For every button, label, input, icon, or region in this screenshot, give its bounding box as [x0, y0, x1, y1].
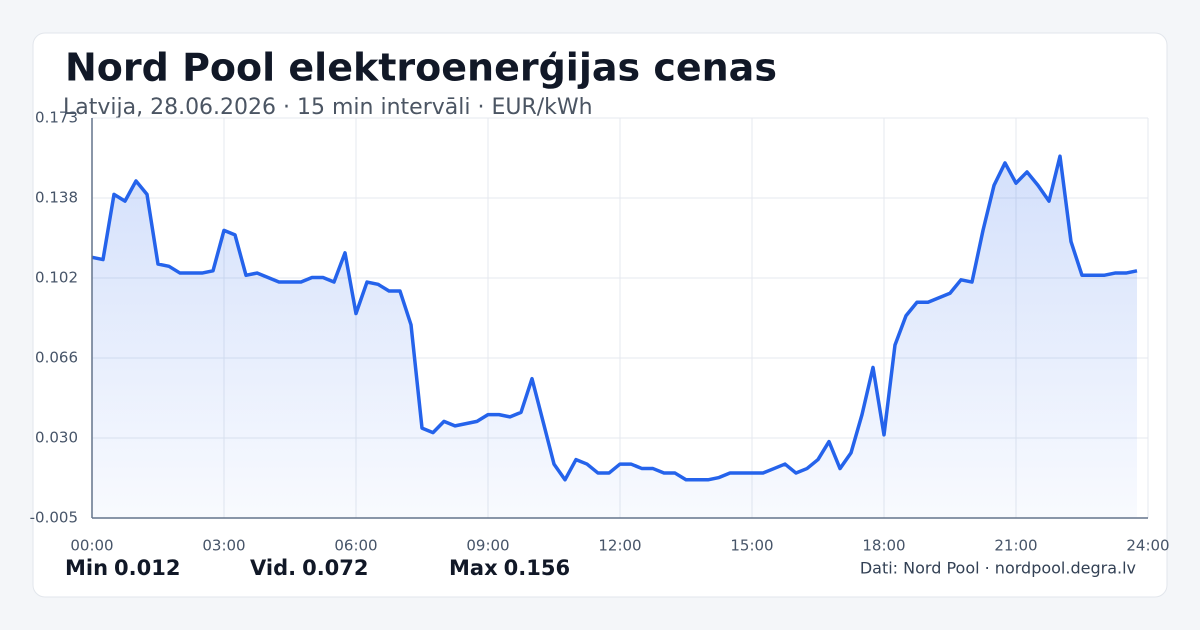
x-tick-label: 00:00	[70, 537, 113, 555]
y-tick-label: 0.066	[35, 349, 78, 367]
y-tick-label: -0.005	[30, 509, 78, 527]
y-tick-label: 0.138	[35, 189, 78, 207]
stat-label: Min	[65, 556, 108, 580]
area-fill	[92, 156, 1137, 518]
stat-value: 0.072	[302, 556, 368, 580]
x-tick-label: 12:00	[598, 537, 641, 555]
stat-value: 0.012	[114, 556, 180, 580]
stat: Max 0.156	[449, 556, 570, 580]
chart-subtitle: Latvija, 28.06.2026 · 15 min intervāli ·…	[63, 95, 593, 120]
stat: Vid. 0.072	[250, 556, 369, 580]
x-tick-label: 21:00	[994, 537, 1037, 555]
price-line	[91, 154, 1138, 482]
stat-label: Vid.	[250, 556, 296, 580]
stat: Min 0.012	[65, 556, 180, 580]
x-tick-label: 24:00	[1126, 537, 1169, 555]
x-tick-label: 03:00	[202, 537, 245, 555]
x-tick-label: 15:00	[730, 537, 773, 555]
y-tick-label: 0.030	[35, 429, 78, 447]
stat-value: 0.156	[504, 556, 570, 580]
source: Dati: Nord Pool · nordpool.degra.lv	[860, 559, 1136, 578]
stat-label: Max	[449, 556, 498, 580]
y-tick-label: 0.173	[35, 109, 78, 127]
x-tick-label: 09:00	[466, 537, 509, 555]
chart-title: Nord Pool elektroenerģijas cenas	[65, 46, 777, 90]
x-tick-label: 18:00	[862, 537, 905, 555]
x-tick-label: 06:00	[334, 537, 377, 555]
y-tick-label: 0.102	[35, 269, 78, 287]
